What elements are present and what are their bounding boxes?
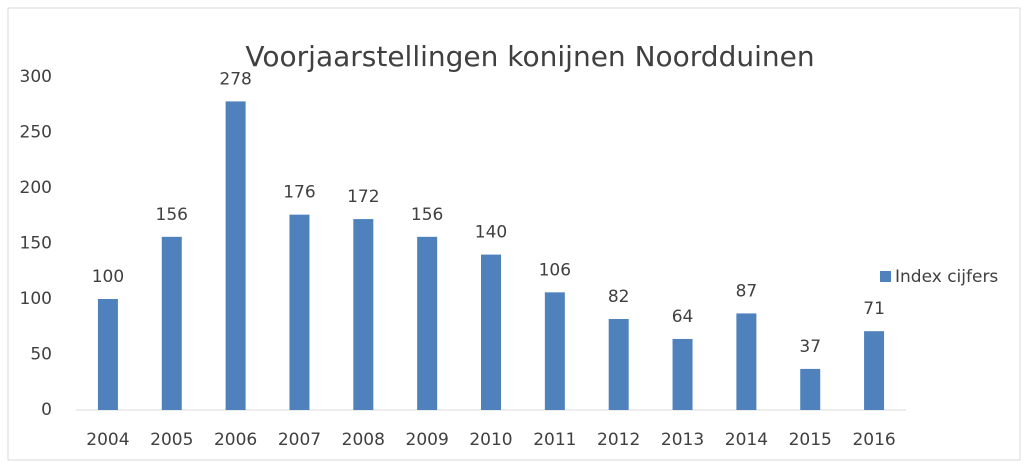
data-label: 106 — [539, 260, 571, 280]
bar — [353, 219, 374, 410]
x-tick-label: 2016 — [852, 430, 895, 450]
bar — [97, 299, 118, 410]
data-label: 156 — [411, 205, 443, 225]
bar — [225, 101, 246, 411]
data-label: 100 — [92, 267, 124, 287]
data-label: 64 — [672, 307, 694, 327]
bar — [800, 368, 821, 410]
y-tick-label: 150 — [20, 234, 52, 254]
y-tick-label: 50 — [30, 345, 52, 365]
y-tick-label: 250 — [20, 123, 52, 143]
x-tick-label: 2009 — [406, 430, 449, 450]
bar — [672, 338, 693, 410]
bar — [289, 214, 310, 410]
x-tick-label: 2005 — [150, 430, 193, 450]
data-label: 140 — [475, 223, 507, 243]
bar — [417, 236, 438, 410]
data-label: 82 — [608, 287, 630, 307]
y-tick-label: 100 — [20, 289, 52, 309]
y-tick-label: 300 — [20, 67, 52, 87]
data-label: 176 — [283, 183, 315, 203]
data-label: 87 — [736, 281, 758, 301]
data-label: 71 — [863, 299, 885, 319]
data-label: 278 — [219, 69, 251, 89]
chart-title: Voorjaarstellingen konijnen Noordduinen — [245, 40, 814, 73]
bar — [608, 318, 629, 410]
x-tick-label: 2008 — [342, 430, 385, 450]
x-tick-label: 2006 — [214, 430, 257, 450]
bar — [481, 254, 501, 410]
legend-label: Index cijfers — [895, 267, 998, 287]
x-tick-label: 2007 — [278, 430, 321, 450]
legend-swatch — [880, 271, 891, 282]
data-label: 37 — [799, 337, 821, 357]
y-tick-label: 0 — [41, 400, 52, 420]
bar — [864, 331, 885, 410]
x-tick-label: 2012 — [597, 430, 640, 450]
x-tick-label: 2013 — [661, 430, 704, 450]
x-tick-label: 2014 — [725, 430, 768, 450]
x-tick-label: 2004 — [86, 430, 129, 450]
data-label: 172 — [347, 187, 379, 207]
data-label: 156 — [156, 205, 188, 225]
x-tick-label: 2011 — [533, 430, 576, 450]
y-tick-label: 200 — [20, 178, 52, 198]
x-tick-label: 2010 — [469, 430, 512, 450]
bar — [161, 236, 182, 410]
bar — [544, 292, 565, 410]
x-tick-label: 2015 — [789, 430, 832, 450]
bar — [736, 313, 757, 410]
